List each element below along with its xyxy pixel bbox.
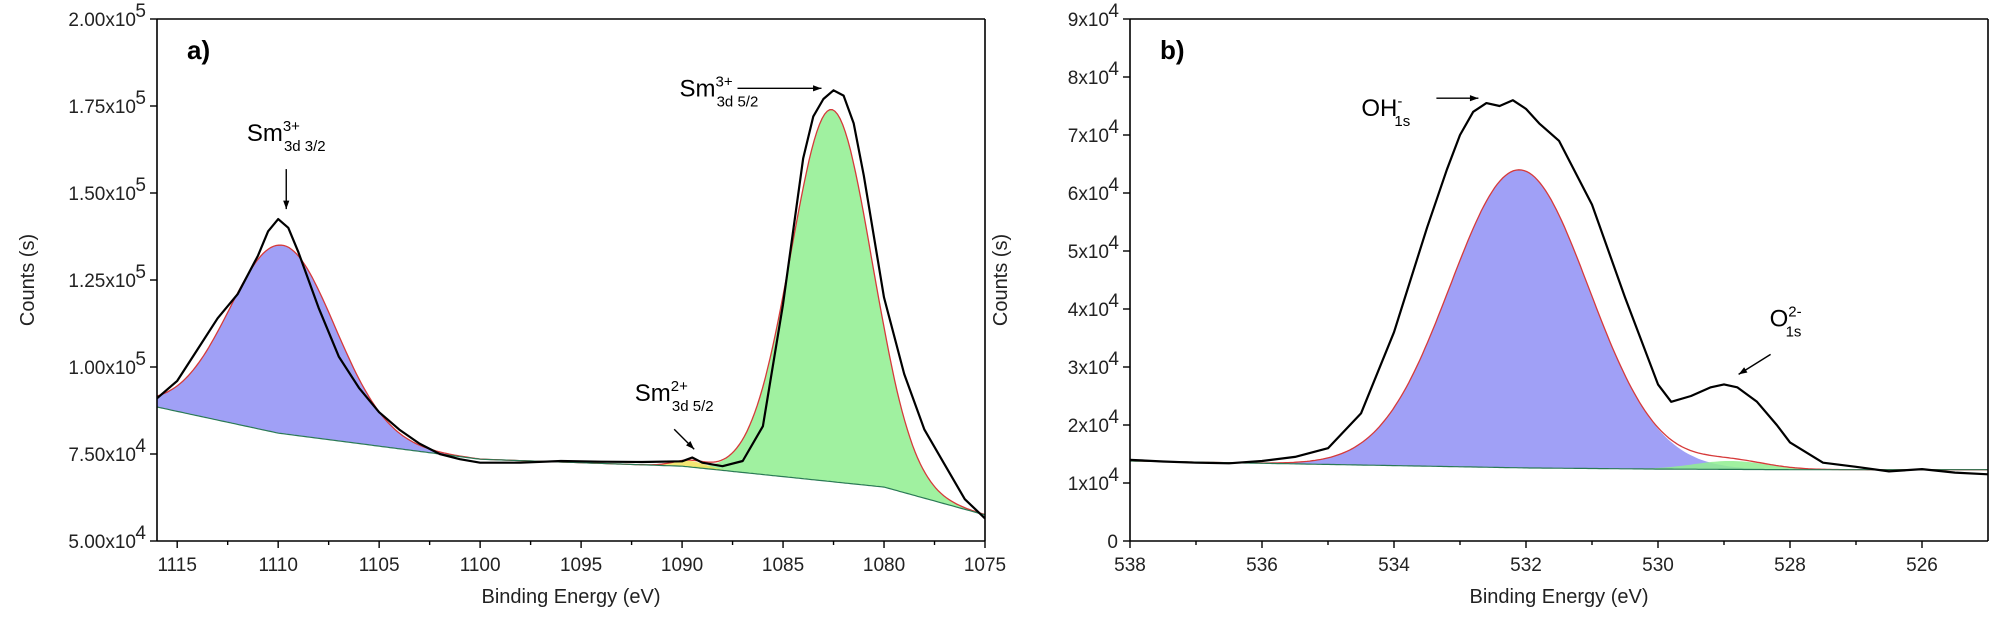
x-tick-label: 536 <box>1246 555 1278 576</box>
y-tick-exponent: 5 <box>135 1 146 22</box>
x-tick-label: 1085 <box>762 555 804 576</box>
y-tick-label: 1.25x10 <box>68 271 136 292</box>
y-tick-exponent: 4 <box>1108 233 1119 254</box>
peak-fill-2 <box>1130 461 1988 470</box>
background-line <box>1130 460 1988 471</box>
x-tick-label: 538 <box>1114 555 1146 576</box>
x-tick-label: 530 <box>1642 555 1674 576</box>
arrowhead <box>1469 95 1479 102</box>
y-tick-exponent: 4 <box>1108 59 1119 80</box>
peak-annotation: Sm3+ 3d 5/2 <box>679 73 822 110</box>
peak-fill-2 <box>157 109 985 515</box>
x-tick-label: 1080 <box>863 555 905 576</box>
y-tick-label: 7.50x10 <box>68 445 136 466</box>
y-axis-title: Counts (s) <box>17 234 39 326</box>
x-tick-label: 1105 <box>359 555 400 576</box>
y-tick-label: 7x10 <box>1068 126 1109 147</box>
y-tick-exponent: 4 <box>135 436 146 457</box>
annotation-label: Sm3+ 3d 3/2 <box>247 118 326 155</box>
y-tick-label: 1.00x10 <box>68 358 136 379</box>
x-tick-label: 1095 <box>560 555 602 576</box>
panel-label: b) <box>1160 35 1185 65</box>
annotation-label: O2-1s <box>1770 303 1802 340</box>
annotation-label: Sm2+ 3d 5/2 <box>635 378 714 415</box>
y-tick-label: 1x10 <box>1068 474 1109 495</box>
y-tick-label: 9x10 <box>1068 10 1109 31</box>
peak-annotation: Sm3+ 3d 3/2 <box>247 118 326 210</box>
peak-fill-1 <box>157 245 985 515</box>
peak-fill-1 <box>1130 169 1988 470</box>
x-tick-label: 1075 <box>964 555 1006 576</box>
y-tick-exponent: 4 <box>1108 1 1119 22</box>
y-tick-exponent: 4 <box>1108 407 1119 428</box>
x-axis-title: Binding Energy (eV) <box>482 586 661 608</box>
background-line <box>157 406 985 516</box>
y-tick-label: 2.00x10 <box>68 10 136 31</box>
x-tick-label: 532 <box>1510 555 1542 576</box>
y-axis-title: Counts (s) <box>990 234 1012 326</box>
y-tick-exponent: 5 <box>135 88 146 109</box>
y-tick-exponent: 4 <box>1108 175 1119 196</box>
annotation-label: Sm3+ 3d 5/2 <box>679 73 758 110</box>
arrowhead <box>686 441 695 450</box>
y-tick-exponent: 5 <box>135 349 146 370</box>
y-tick-label: 4x10 <box>1068 300 1109 321</box>
plot-area <box>1130 99 1988 476</box>
y-tick-exponent: 4 <box>1108 349 1119 370</box>
panel-a: 1115 1110 1105 1100 1095 1090 1085 1080 1075 5.00… <box>17 1 1006 608</box>
measured-spectrum <box>157 89 985 520</box>
peak-annotation: OH-1s <box>1361 93 1479 130</box>
x-tick-label: 528 <box>1774 555 1806 576</box>
x-tick-label: 1090 <box>661 555 703 576</box>
y-tick-label: 2x10 <box>1068 416 1109 437</box>
arrowhead <box>283 200 290 210</box>
x-axis-title: Binding Energy (eV) <box>1470 586 1649 608</box>
plot-area <box>157 89 985 520</box>
y-tick-exponent: 5 <box>135 175 146 196</box>
y-tick-label: 1.75x10 <box>68 97 136 118</box>
arrowhead <box>813 85 822 92</box>
peak-annotation: Sm2+ 3d 5/2 <box>635 378 714 450</box>
peak-annotation: O2-1s <box>1738 303 1802 375</box>
y-tick-exponent: 4 <box>1108 465 1119 486</box>
x-tick-label: 1115 <box>157 555 196 576</box>
y-tick-exponent: 4 <box>1108 117 1119 138</box>
y-tick-exponent: 4 <box>1108 291 1119 312</box>
y-tick-exponent: 5 <box>135 262 146 283</box>
x-tick-label: 534 <box>1378 555 1410 576</box>
x-tick-label: 1100 <box>460 555 501 576</box>
x-tick-label: 526 <box>1906 555 1938 576</box>
y-tick-exponent: 4 <box>135 523 146 544</box>
y-tick-label: 1.50x10 <box>68 184 136 205</box>
y-tick-label: 5x10 <box>1068 242 1109 263</box>
x-tick-label: 1110 <box>258 555 297 576</box>
y-tick-label: 5.00x10 <box>68 532 136 553</box>
annotation-label: OH-1s <box>1361 93 1410 130</box>
y-tick-label: 8x10 <box>1068 68 1109 89</box>
measured-spectrum <box>1130 99 1988 476</box>
y-tick-label: 0 <box>1107 532 1118 553</box>
y-tick-label: 6x10 <box>1068 184 1109 205</box>
panel-label: a) <box>187 35 210 65</box>
y-tick-label: 3x10 <box>1068 358 1109 379</box>
arrowhead <box>1738 367 1748 375</box>
